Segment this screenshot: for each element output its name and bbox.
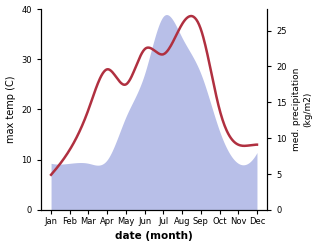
Y-axis label: med. precipitation
(kg/m2): med. precipitation (kg/m2) <box>292 68 313 151</box>
X-axis label: date (month): date (month) <box>115 231 193 242</box>
Y-axis label: max temp (C): max temp (C) <box>5 76 16 143</box>
